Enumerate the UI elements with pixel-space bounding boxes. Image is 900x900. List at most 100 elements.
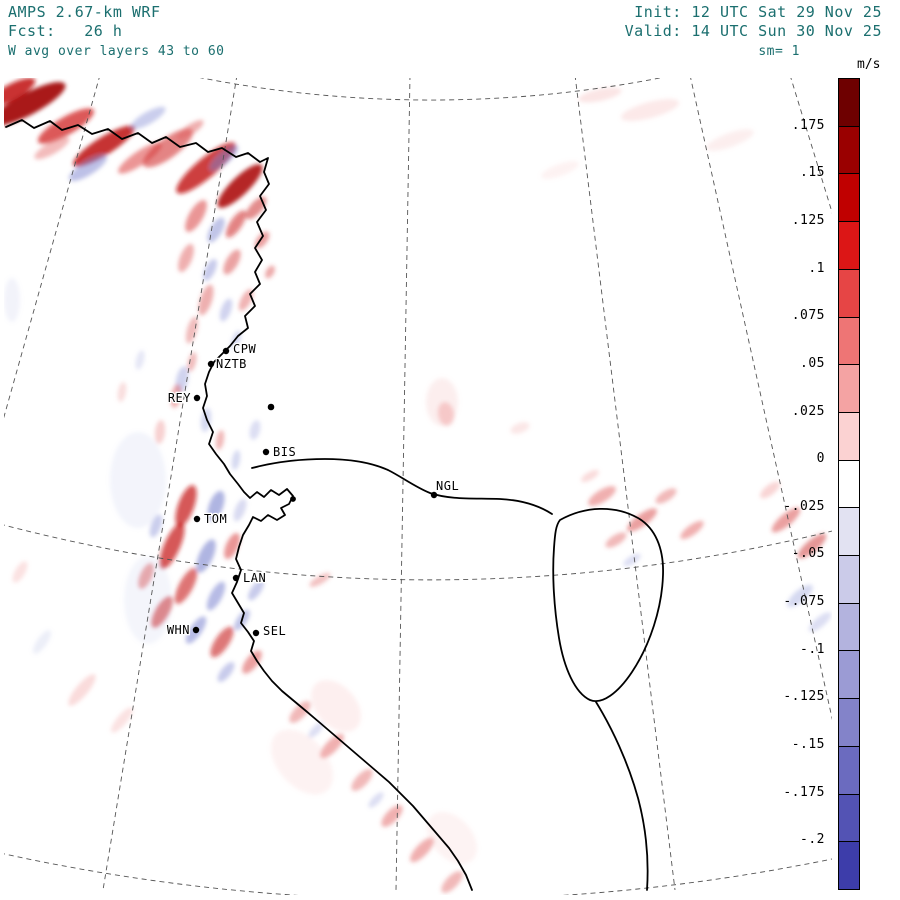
- field-patch: [209, 145, 239, 171]
- colorbar-tick-label: 0: [816, 451, 825, 467]
- station-marker-rey: [193, 394, 201, 402]
- colorbar-unit-label: m/s: [857, 57, 881, 72]
- field-patch: [309, 573, 331, 587]
- colorbar-segment: [839, 698, 859, 746]
- field-patch: [217, 164, 263, 208]
- field-patch: [4, 78, 36, 107]
- field-patch: [224, 532, 240, 560]
- field-patch: [308, 722, 324, 738]
- field-patch: [149, 514, 163, 538]
- station-label-cpw: CPW: [233, 342, 256, 356]
- meridian-line: [690, 78, 832, 721]
- coastline-layer: [5, 119, 664, 891]
- field-patch: [808, 612, 832, 632]
- field-patch: [196, 539, 216, 573]
- field-patch: [154, 420, 166, 444]
- field-patch: [368, 792, 384, 808]
- field-patch: [680, 520, 704, 540]
- colorbar-tick-label: -.075: [783, 594, 825, 610]
- field-patch: [68, 154, 108, 182]
- field-patch: [68, 674, 96, 706]
- field-patch: [437, 402, 455, 426]
- latitude-arc: [4, 853, 832, 895]
- station-label-tom: TOM: [204, 512, 227, 526]
- field-patch: [12, 561, 28, 583]
- colorbar-segment: [839, 459, 859, 508]
- field-patch: [4, 82, 66, 126]
- colorbar-tick-label: -.025: [783, 498, 825, 514]
- colorbar-tick-label: -.05: [791, 546, 825, 562]
- field-patch: [135, 350, 145, 370]
- field-patch: [249, 420, 261, 440]
- field-patch: [248, 579, 264, 601]
- field-patch: [381, 805, 403, 827]
- field-patch: [178, 243, 194, 273]
- colorbar-tick-label: -.15: [791, 737, 825, 753]
- colorbar-tick-label: -.125: [783, 689, 825, 705]
- islet: [267, 403, 275, 411]
- field-patch: [245, 196, 267, 220]
- colorbar-segment: [839, 507, 859, 556]
- station-label-nztb: NZTB: [216, 357, 247, 371]
- field-patch: [441, 871, 463, 893]
- colorbar-tick-label: .025: [791, 403, 825, 419]
- field-patch: [623, 553, 641, 567]
- station-label-bis: BIS: [273, 445, 296, 459]
- colorbar-tick-label: -.1: [800, 641, 825, 657]
- field-patch: [130, 106, 166, 130]
- smoothing-label: sm= 1: [758, 44, 800, 59]
- colorbar-tick-label: -.175: [783, 784, 825, 800]
- colorbar-tick-label: .075: [791, 308, 825, 324]
- colorbar-tick-label: .175: [791, 117, 825, 133]
- field-patch: [410, 837, 434, 863]
- colorbar-segment: [839, 793, 859, 842]
- model-title: AMPS 2.67-km WRF: [8, 3, 161, 21]
- field-patch: [620, 99, 680, 121]
- colorbar-tick-labels: .175 .15 .125 .1 .075 .05 .025 0 -.025 -.05 -.075 -…: [775, 78, 831, 888]
- field-patch: [203, 258, 217, 282]
- field-patch: [185, 200, 207, 232]
- colorbar-segment: [839, 650, 859, 699]
- field-patch: [111, 707, 133, 733]
- field-patch: [581, 469, 599, 483]
- field-patch: [706, 129, 754, 151]
- field-patch: [215, 430, 225, 450]
- field-patch: [351, 769, 373, 791]
- field-patch: [170, 384, 182, 408]
- field-patch: [231, 450, 241, 470]
- meridian-line: [574, 78, 676, 891]
- valid-time-label: Valid: 14 UTC Sun 30 Nov 25: [624, 22, 882, 40]
- field-patch: [771, 507, 801, 533]
- latitude-arc: [4, 524, 832, 581]
- meridian-line: [102, 78, 237, 891]
- station-marker-sel: [252, 629, 260, 637]
- field-patch: [185, 316, 199, 344]
- colorbar-segment: [839, 841, 859, 889]
- field-patch: [187, 352, 197, 372]
- field-patch: [124, 556, 172, 644]
- colorbar-segment: [839, 173, 859, 222]
- field-patch: [198, 284, 214, 316]
- colorbar-segment: [839, 555, 859, 603]
- station-marker-ngl: [430, 491, 438, 499]
- field-patch: [110, 432, 166, 528]
- field-patch: [797, 533, 827, 559]
- field-patch: [289, 701, 311, 723]
- field-patch: [175, 485, 197, 527]
- meridian-line: [4, 78, 100, 419]
- colorbar-segment: [839, 411, 859, 460]
- init-time-label: Init: 12 UTC Sat 29 Nov 25: [634, 3, 882, 21]
- forecast-hour-label: Fcst: 26 h: [8, 22, 123, 40]
- field-patch: [207, 490, 225, 522]
- field-patch: [32, 630, 52, 654]
- colorbar-tick-label: -.2: [800, 832, 825, 848]
- field-patch: [427, 811, 477, 865]
- field-patch: [605, 532, 627, 548]
- vertical-velocity-field: [4, 78, 832, 893]
- field-patch: [219, 298, 233, 322]
- field-patch: [510, 422, 530, 434]
- station-marker-cpw: [222, 347, 230, 355]
- colorbar-tick-label: .15: [800, 165, 825, 181]
- station-label-rey: REY: [168, 391, 191, 405]
